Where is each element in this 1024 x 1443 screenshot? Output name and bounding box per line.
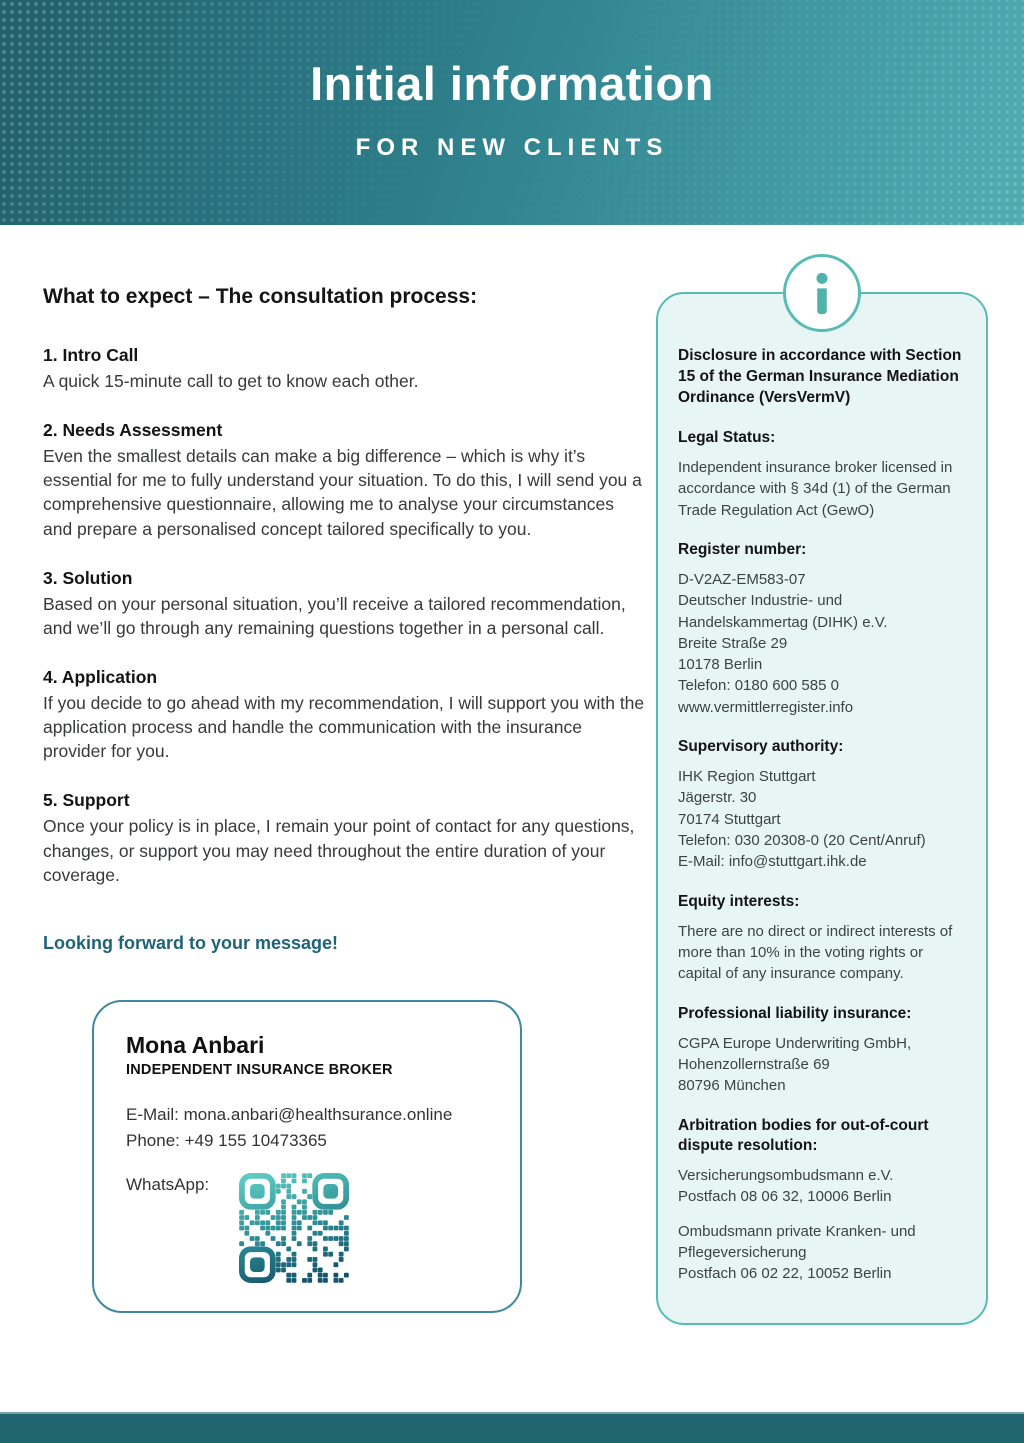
disclosure-heading: Register number: xyxy=(678,540,807,558)
disclosure-sections: Legal Status: Independent insurance broke… xyxy=(678,428,966,1285)
closing-message: Looking forward to your message! xyxy=(43,932,339,953)
contact-role: INDEPENDENT INSURANCE BROKER xyxy=(126,1061,393,1078)
disclosure-heading: Equity interests: xyxy=(678,892,800,910)
disclosure-paragraph: Independent insurance broker licensed in… xyxy=(678,458,953,519)
page-title: Initial information xyxy=(310,57,714,110)
step-body: A quick 15-minute call to get to know ea… xyxy=(43,371,419,391)
whatsapp-label: WhatsApp: xyxy=(126,1174,210,1194)
disclosure-heading: Legal Status: xyxy=(678,428,776,446)
process-step: 2. Needs Assessment Even the smallest det… xyxy=(43,420,645,541)
step-body: Even the smallest details can make a big… xyxy=(43,446,642,539)
process-step: 5. Support Once your policy is in place, … xyxy=(43,790,645,886)
step-body: If you decide to go ahead with my recomm… xyxy=(43,692,645,762)
contact-phone: Phone: +49 155 10473365 xyxy=(126,1131,327,1151)
consultation-heading: What to expect – The consultation proces… xyxy=(43,285,478,308)
disclosure-paragraph: CGPA Europe Underwriting GmbH, Hohenzolle… xyxy=(678,1034,912,1095)
consultation-column: What to expect – The consultation proces… xyxy=(43,285,645,1313)
contact-email: E-Mail: mona.anbari@healthsurance.online xyxy=(126,1104,453,1124)
step-body: Once your policy is in place, I remain y… xyxy=(43,816,635,885)
header-banner: Initial information FOR NEW CLIENTS xyxy=(0,0,1024,225)
disclosure-paragraph: Ombudsmann private Kranken- und Pflegever… xyxy=(678,1222,916,1283)
disclosure-heading: Professional liability insurance: xyxy=(678,1004,912,1022)
disclosure-paragraph: Versicherungsombudsmann e.V. Postfach 08 … xyxy=(678,1166,894,1206)
contact-card: Mona Anbari INDEPENDENT INSURANCE BROKER… xyxy=(92,999,522,1313)
process-steps: 1. Intro Call A quick 15-minute call to g… xyxy=(43,345,645,887)
disclosure-paragraph: There are no direct or indirect interest… xyxy=(678,922,953,983)
contact-name: Mona Anbari xyxy=(126,1031,265,1058)
footer-bar xyxy=(0,1412,1024,1443)
step-title: 3. Solution xyxy=(43,567,133,588)
whatsapp-qr-code xyxy=(239,1172,350,1283)
step-body: Based on your personal situation, you’ll… xyxy=(43,593,626,638)
step-title: 2. Needs Assessment xyxy=(43,420,223,441)
disclosure-paragraph: D-V2AZ-EM583-07 Deutscher Industrie- und H… xyxy=(678,570,888,716)
step-title: 5. Support xyxy=(43,790,130,811)
contact-lines: E-Mail: mona.anbari@healthsurance.online… xyxy=(126,1102,488,1155)
process-step: 3. Solution Based on your personal situat… xyxy=(43,568,645,640)
halftone-pattern-left xyxy=(0,0,1024,225)
step-title: 4. Application xyxy=(43,666,158,687)
disclosure-heading: Arbitration bodies for out-of-court disp… xyxy=(678,1116,929,1154)
disclosure-title: Disclosure in accordance with Section 15… xyxy=(678,347,962,406)
whatsapp-row: WhatsApp: xyxy=(126,1172,488,1283)
step-title: 1. Intro Call xyxy=(43,345,139,365)
halftone-pattern-right xyxy=(0,0,1024,225)
disclosure-heading: Supervisory authority: xyxy=(678,738,844,756)
disclosure-paragraph: IHK Region Stuttgart Jägerstr. 30 70174 St… xyxy=(678,768,926,871)
process-step: 4. Application If you decide to go ahead … xyxy=(43,667,645,763)
info-icon xyxy=(783,254,861,332)
page-subtitle: FOR NEW CLIENTS xyxy=(355,134,669,161)
disclosure-box: Disclosure in accordance with Section 15… xyxy=(656,254,988,1325)
process-step: 1. Intro Call A quick 15-minute call to g… xyxy=(43,345,645,393)
